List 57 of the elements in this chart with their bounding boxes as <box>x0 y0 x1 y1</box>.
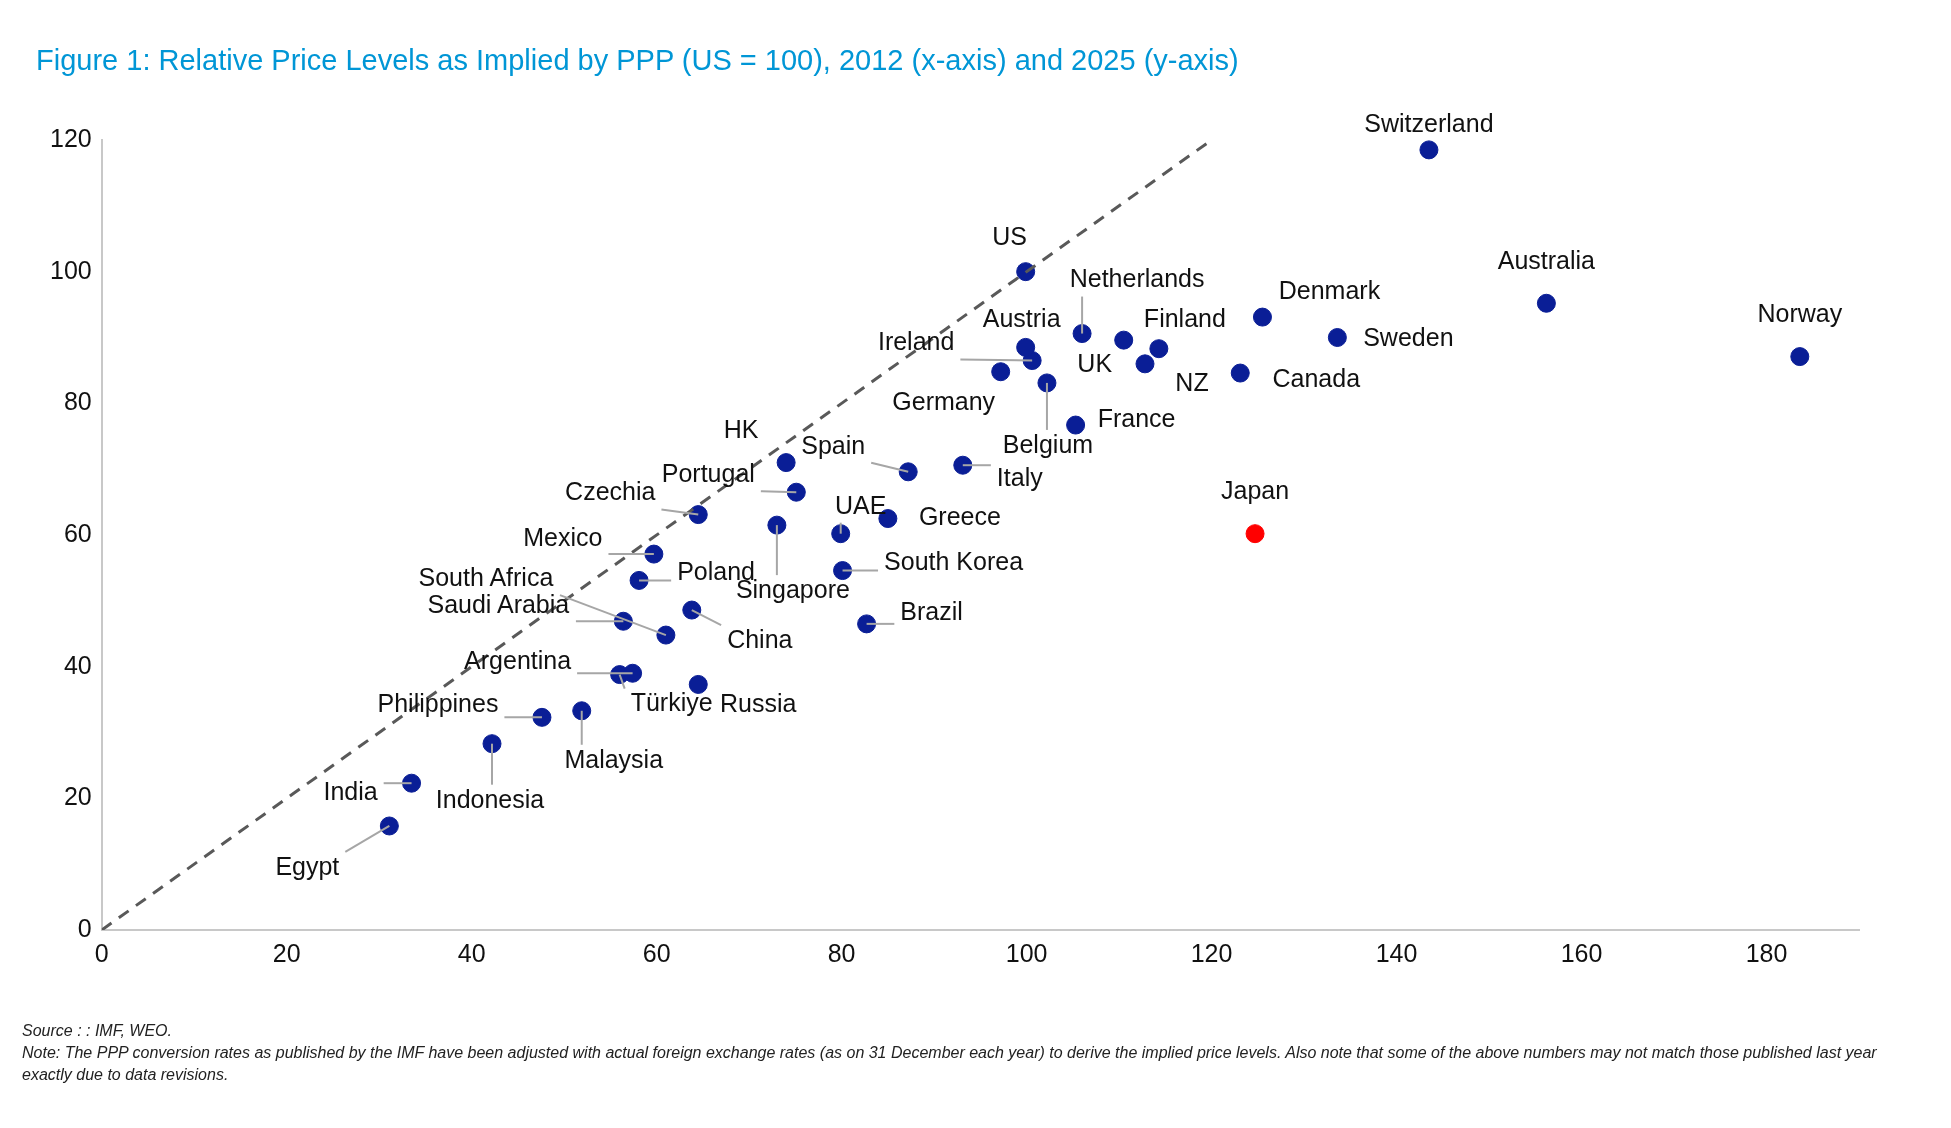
y-tick-label: 100 <box>49 255 92 284</box>
series-label: Russia <box>720 689 797 718</box>
source-note: Source : : IMF, WEO. <box>22 1021 173 1041</box>
x-tick-label: 140 <box>1375 938 1418 967</box>
x-tick-label: 100 <box>1005 938 1048 967</box>
series-label: Switzerland <box>1364 108 1494 137</box>
series-label: NZ <box>1175 367 1209 396</box>
text: Argentina <box>464 646 572 675</box>
series-label: Czechia <box>565 477 656 506</box>
series-label: Denmark <box>1278 275 1381 304</box>
series-label: Canada <box>1272 363 1361 392</box>
x-tick-label: 80 <box>827 938 856 967</box>
y-tick-label: 40 <box>63 650 92 679</box>
y-tick-label: 120 <box>49 123 92 152</box>
y-tick-label: 20 <box>63 782 92 811</box>
series-label: Germany <box>892 386 996 415</box>
series-label: Netherlands <box>1069 264 1205 293</box>
y-tick-label: 80 <box>63 387 92 416</box>
series-label: Türkiye <box>630 688 713 717</box>
x-tick-label: 40 <box>457 938 486 967</box>
series-label: Sweden <box>1363 323 1454 352</box>
x-tick-label: 20 <box>272 938 301 967</box>
x-tick-label: 180 <box>1745 938 1788 967</box>
series-label: HK <box>723 415 759 444</box>
series-label: Italy <box>996 463 1044 492</box>
series-label: Egypt <box>275 851 340 880</box>
series-label: Greece <box>918 502 1001 531</box>
series-label: US <box>992 221 1028 250</box>
series-label: Indonesia <box>435 784 545 813</box>
series-label: Norway <box>1757 299 1843 328</box>
x-tick-label: 60 <box>642 938 671 967</box>
series-label: France <box>1097 403 1176 432</box>
text: Ireland <box>877 327 955 356</box>
y-tick-label: 60 <box>63 518 92 547</box>
x-tick-label: 160 <box>1560 938 1603 967</box>
series-label: Malaysia <box>564 744 664 773</box>
text: South Africa <box>418 562 554 591</box>
series-label: Brazil <box>900 596 963 625</box>
text: Note: The PPP conversion rates as published by the IMF have been adjusted with actual foreign exchange rates (as on 31 December each year) to derive the implied price levels. Also note that some of the above numbers may not match those published last year exactly due to data revisions. <box>22 1043 1878 1085</box>
series-label: Spain <box>801 430 866 459</box>
x-tick-label: 120 <box>1190 938 1233 967</box>
series-label: China <box>727 624 793 653</box>
chart-title: Figure 1: Relative Price Levels as Implied by PPP (US = 100), 2012 (x-axis) and 2025 (y-axis) <box>36 44 1239 77</box>
series-label: Australia <box>1497 246 1596 275</box>
series-label: Mexico <box>523 522 603 551</box>
series-label: Finland <box>1143 303 1226 332</box>
series-label: India <box>323 777 378 806</box>
series-label: South Korea <box>884 547 1024 576</box>
series-label: Austria <box>982 304 1061 333</box>
text: Belgium <box>1002 429 1094 458</box>
series-label: Saudi Arabia <box>427 590 570 619</box>
series-label: Philippines <box>377 689 499 718</box>
series-label: Portugal <box>661 459 755 488</box>
series-label: UAE <box>834 490 887 519</box>
y-tick-label: 0 <box>77 913 92 942</box>
series-label: UK <box>1077 349 1113 378</box>
series-label: Japan <box>1220 475 1290 504</box>
